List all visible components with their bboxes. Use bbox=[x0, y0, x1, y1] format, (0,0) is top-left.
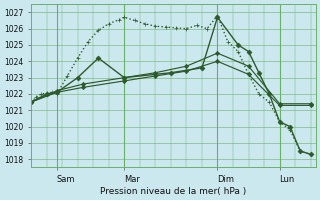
X-axis label: Pression niveau de la mer( hPa ): Pression niveau de la mer( hPa ) bbox=[100, 187, 247, 196]
